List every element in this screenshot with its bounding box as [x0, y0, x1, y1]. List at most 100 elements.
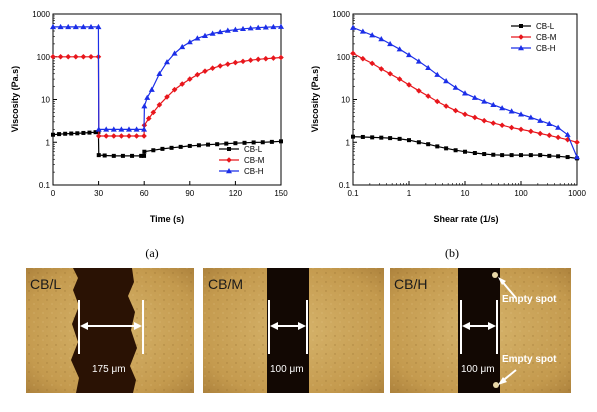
data-point-cb-h: [194, 35, 201, 41]
data-point-cb-l: [93, 130, 98, 135]
series-line-cb-h: [53, 26, 282, 130]
data-point-cb-h: [508, 108, 515, 114]
data-point-cb-l: [528, 153, 533, 158]
width-text-cb-l: 175 μm: [92, 364, 126, 375]
data-point-cb-l: [426, 142, 431, 147]
data-point-cb-h: [443, 78, 450, 84]
data-point-cb-l: [388, 136, 393, 141]
micrograph-label-cb-l: CB/L: [30, 276, 61, 292]
x-tick-label: 100: [514, 189, 528, 198]
data-point-cb-l: [547, 153, 552, 158]
data-point-cb-h: [133, 126, 140, 132]
x-ticks-a: 0 30 60 90 120 150: [51, 181, 288, 198]
legend-label-cb-m: CB-M: [536, 33, 557, 42]
data-point-cb-h: [359, 28, 366, 34]
data-point-cb-h: [546, 120, 553, 127]
data-point-cb-m: [378, 66, 385, 72]
data-point-cb-h: [247, 25, 254, 31]
data-point-cb-m: [369, 60, 375, 67]
data-point-cb-m: [179, 81, 185, 87]
data-point-cb-m: [499, 122, 505, 129]
data-point-cb-h: [270, 23, 277, 30]
x-tick-label: 10: [461, 189, 470, 198]
data-point-cb-m: [57, 53, 64, 60]
legend-marker-cb-h: [226, 168, 232, 174]
data-point-cb-h: [95, 23, 102, 30]
legend-b: CB-L CB-M CB-H: [511, 22, 557, 53]
data-point-cb-h: [527, 114, 534, 120]
line-deposit-cb-l: [71, 268, 137, 393]
data-point-cb-m: [462, 111, 468, 118]
data-point-cb-h: [186, 39, 193, 45]
data-point-cb-l: [224, 141, 229, 146]
data-point-cb-l: [463, 149, 467, 154]
data-point-cb-l: [242, 140, 247, 145]
y-tick-label: 1000: [32, 10, 50, 19]
data-point-cb-h: [396, 46, 403, 52]
data-point-cb-h: [574, 154, 580, 160]
data-point-cb-h: [499, 105, 506, 111]
data-point-cb-h: [452, 84, 459, 90]
data-point-cb-h: [462, 90, 468, 96]
micrograph-label-cb-h: CB/H: [394, 276, 427, 292]
data-point-cb-h: [57, 23, 64, 30]
chart-panel-b: 0.1 1 10 100 1000 0.1 1 10 100 1000 Shear rate (…: [310, 10, 586, 224]
data-point-cb-m: [555, 134, 561, 141]
data-point-cb-h: [80, 23, 87, 30]
micrograph-cb-m: CB/M 100 μm: [203, 268, 384, 393]
data-point-cb-h: [564, 131, 571, 137]
data-point-cb-m: [270, 55, 277, 61]
data-point-cb-l: [251, 140, 256, 145]
data-point-cb-h: [179, 43, 186, 50]
legend-label-cb-h: CB-H: [536, 44, 556, 53]
y-tick-label: 10: [41, 96, 50, 105]
data-point-cb-m: [111, 133, 117, 139]
data-point-cb-m: [416, 87, 422, 94]
data-point-cb-l: [269, 139, 274, 144]
series-line-cb-m: [53, 56, 282, 137]
x-tick-label: 1: [407, 189, 412, 198]
data-point-cb-l: [453, 148, 458, 153]
data-point-cb-m: [387, 70, 393, 77]
y-tick-label: 100: [337, 53, 351, 62]
y-axis-label-a: Viscosity (Pa.s): [10, 66, 20, 132]
data-point-cb-m: [145, 115, 152, 122]
micrograph-label-cb-m: CB/M: [208, 276, 243, 292]
data-point-cb-h: [141, 103, 148, 109]
data-point-cb-h: [72, 23, 79, 30]
data-point-cb-l: [472, 151, 477, 156]
y-tick-label: 1: [346, 138, 351, 147]
empty-spot-label-top: Empty spot: [502, 294, 557, 305]
data-point-cb-l: [370, 135, 375, 140]
data-point-cb-m: [103, 133, 109, 139]
data-point-cb-l: [360, 134, 365, 139]
data-point-cb-l: [556, 154, 561, 159]
data-point-cb-h: [425, 64, 432, 71]
data-point-cb-l: [482, 152, 487, 157]
line-deposit-cb-m: [267, 268, 309, 393]
data-point-cb-h: [209, 30, 216, 36]
data-point-cb-l: [509, 153, 514, 158]
x-ticks-b: 0.1 1 10 100 1000: [347, 181, 586, 198]
data-point-cb-m: [481, 117, 487, 124]
data-point-cb-m: [546, 132, 553, 139]
y-ticks-a: 0.1 1 10 100 1000: [32, 10, 57, 190]
data-point-cb-h: [95, 126, 102, 132]
data-point-cb-m: [171, 86, 178, 93]
y-tick-label: 0.1: [39, 181, 51, 190]
data-point-cb-h: [278, 23, 284, 29]
data-point-cb-h: [350, 24, 356, 30]
data-point-cb-l: [206, 142, 211, 147]
data-point-cb-m: [518, 126, 524, 133]
data-point-cb-m: [490, 120, 497, 126]
data-point-cb-l: [81, 130, 86, 135]
legend-label-cb-m: CB-M: [244, 156, 265, 165]
data-point-cb-l: [160, 146, 165, 151]
width-text-cb-h: 100 μm: [461, 364, 495, 375]
data-point-cb-m: [156, 102, 163, 108]
data-point-cb-h: [255, 24, 262, 30]
x-axis-label-b: Shear rate (1/s): [433, 214, 498, 224]
data-point-cb-m: [406, 82, 412, 88]
data-point-cb-l: [491, 152, 496, 157]
